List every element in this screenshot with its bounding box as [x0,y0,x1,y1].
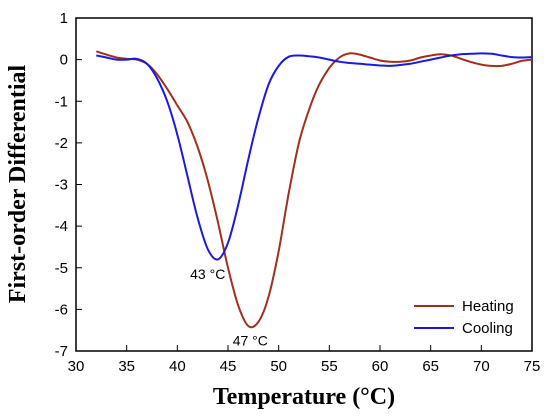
x-tick-label: 40 [169,358,186,375]
x-tick-label: 55 [321,358,338,375]
x-tick-label: 60 [372,358,389,375]
legend-label: Heating [462,298,514,315]
x-tick-label: 30 [68,358,85,375]
y-axis-title: First-order Differential [5,64,31,303]
y-tick-label: -6 [55,301,68,318]
y-tick-label: -5 [55,260,68,277]
series-line-cooling [96,52,533,261]
y-tick-label: 0 [60,52,68,69]
legend: Heating Cooling [414,298,514,337]
x-tick-label: 75 [524,358,541,375]
x-tick-label: 45 [220,358,237,375]
y-tick-label: -7 [55,343,68,360]
series-line-heating [95,50,533,329]
x-tick-label: 65 [422,358,439,375]
y-tick-label: -2 [55,135,68,152]
x-tick-label: 35 [118,358,135,375]
x-tick-label: 50 [270,358,287,375]
y-tick-label: 1 [60,10,68,27]
peak-annotation: 47 °C [233,333,268,349]
peak-annotation: 43 °C [190,266,225,282]
x-axis-title: Temperature (°C) [213,384,395,410]
y-tick-label: -1 [55,93,68,110]
y-tick-label: -3 [55,177,68,194]
x-tick-label: 70 [473,358,490,375]
y-tick-label: -4 [55,218,68,235]
legend-label: Cooling [462,320,513,337]
